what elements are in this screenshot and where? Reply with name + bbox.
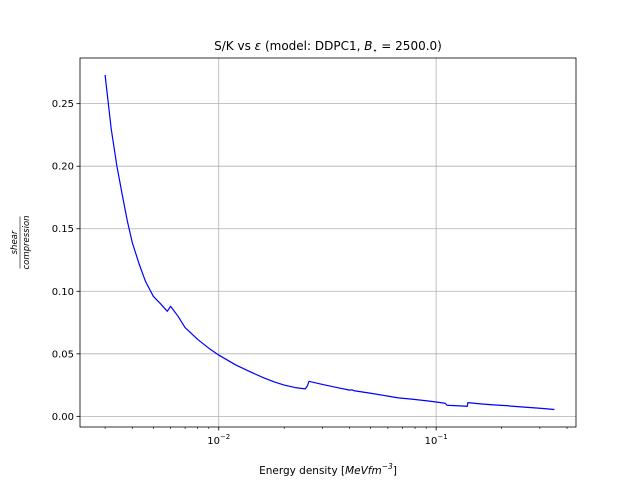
- plot-area: [104, 74, 555, 411]
- y-tick-label: 0.25: [52, 99, 74, 110]
- y-tick-label: 0.05: [52, 349, 74, 360]
- x-tick-label: 10−1: [425, 433, 448, 447]
- y-tick-label: 0.00: [52, 412, 74, 423]
- chart-title: S/K vs ε (model: DDPC1, B⋆ = 2500.0): [214, 39, 442, 55]
- title-epsilon: ε: [255, 39, 262, 53]
- x-axis-label: Energy density [MeVfm−3]: [259, 462, 397, 477]
- ticks: 0.00 0.05 0.10 0.15 0.20 0.25 10−2 10−1: [52, 99, 568, 447]
- y-axis-label-denominator: compression: [22, 215, 32, 269]
- title-suffix: = 2500.0): [377, 39, 441, 53]
- x-axis-label-suffix: ]: [393, 465, 397, 477]
- axes-frame: [79, 57, 577, 428]
- y-tick-label: 0.10: [52, 287, 74, 298]
- y-tick-label: 0.20: [52, 162, 74, 173]
- x-axis-label-exp: −3: [382, 462, 393, 471]
- x-tick-label: 10−2: [207, 433, 230, 447]
- title-bstar-sub: ⋆: [372, 46, 377, 55]
- series-line: [104, 74, 555, 411]
- x-axis-label-unit: MeVfm: [345, 465, 382, 477]
- title-bstar: B: [364, 39, 372, 53]
- grid: [80, 58, 576, 427]
- x-axis-label-prefix: Energy density [: [259, 465, 345, 477]
- title-middle: (model: DDPC1,: [261, 39, 364, 53]
- y-axis-label-numerator: shear: [10, 230, 20, 254]
- title-prefix: S/K vs: [214, 39, 255, 53]
- y-tick-label: 0.15: [52, 224, 74, 235]
- y-axis-label: shear compression: [10, 215, 32, 269]
